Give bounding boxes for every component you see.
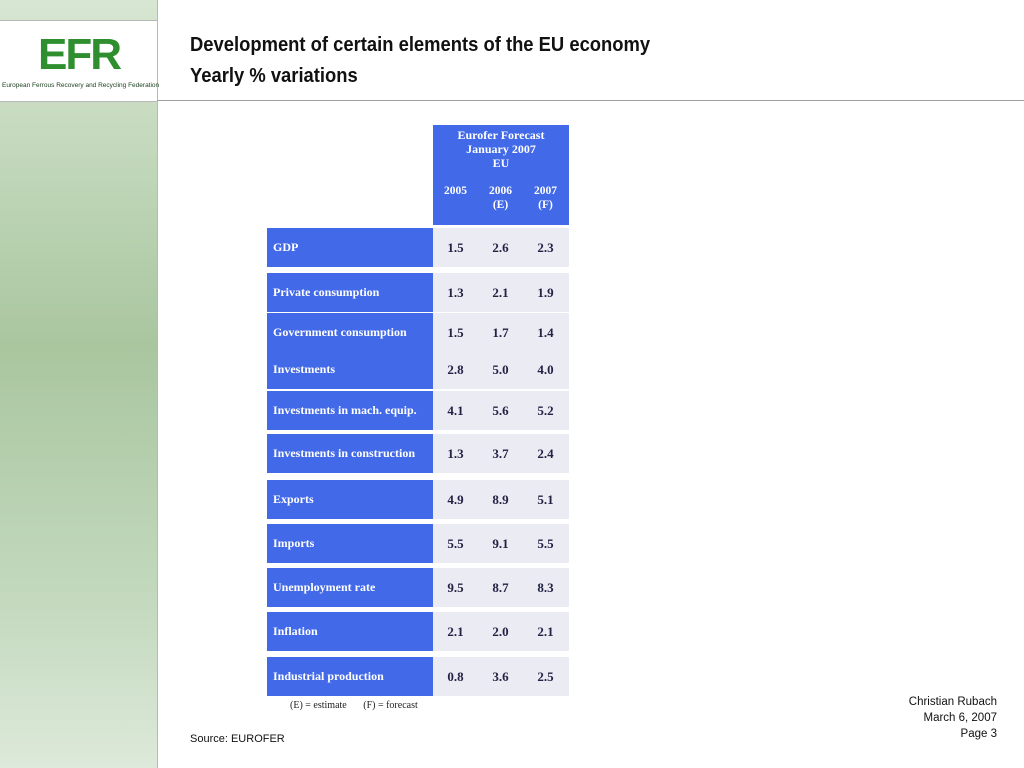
header-title-line-2: January 2007 <box>466 142 536 156</box>
row-label: Inflation <box>267 612 433 651</box>
table-legend: (E) = estimate (F) = forecast <box>290 700 432 711</box>
value-2005: 4.1 <box>447 402 464 418</box>
row-label: Investments in mach. equip. <box>267 391 433 430</box>
value-2005: 2.8 <box>447 361 464 377</box>
year-header-2007-note: (F) <box>538 199 553 211</box>
value-2007: 5.5 <box>537 535 554 551</box>
table-row: Government consumption 1.5 1.7 1.4 <box>267 313 569 352</box>
value-2005: 2.1 <box>447 623 464 639</box>
row-label: Investments <box>267 350 433 389</box>
value-2005: 4.9 <box>447 491 464 507</box>
row-values: 1.3 3.7 2.4 <box>433 434 569 473</box>
table-row: Inflation 2.1 2.0 2.1 <box>267 612 569 651</box>
value-2005: 1.5 <box>447 239 464 255</box>
row-label: Government consumption <box>267 313 433 352</box>
footer-date: March 6, 2007 <box>923 712 997 724</box>
value-2006: 5.0 <box>492 361 509 377</box>
table-header: Eurofer Forecast January 2007 EU 2005 20… <box>433 125 569 225</box>
value-2007: 8.3 <box>537 579 554 595</box>
table-row: Investments in construction 1.3 3.7 2.4 <box>267 434 569 473</box>
header-divider <box>157 100 1024 101</box>
row-label: Exports <box>267 480 433 519</box>
slide-title-line-1: Development of certain elements of the E… <box>190 34 651 56</box>
value-2005: 9.5 <box>447 579 464 595</box>
value-2007: 2.3 <box>537 239 554 255</box>
row-values: 0.8 3.6 2.5 <box>433 657 569 696</box>
year-header-2006-year: 2006 <box>489 185 512 197</box>
value-2006: 2.6 <box>492 239 509 255</box>
efr-logo-mark: EFR <box>38 30 122 79</box>
row-values: 5.5 9.1 5.5 <box>433 524 569 563</box>
value-2007: 2.1 <box>537 623 554 639</box>
footer-page: Page 3 <box>960 728 997 740</box>
value-2006: 2.0 <box>492 623 509 639</box>
row-label: Industrial production <box>267 657 433 696</box>
table-row: Private consumption 1.3 2.1 1.9 <box>267 273 569 312</box>
value-2006: 9.1 <box>492 535 509 551</box>
slide-footer: Christian Rubach March 6, 2007 Page 3 <box>909 694 997 742</box>
value-2006: 3.7 <box>492 445 509 461</box>
year-header-2007: 2007 (F) <box>523 184 568 212</box>
header-title-line-1: Eurofer Forecast <box>457 128 545 142</box>
year-header-2006: 2006 (E) <box>478 184 523 212</box>
value-2006: 1.7 <box>492 324 509 340</box>
sidebar-gradient <box>0 0 158 768</box>
row-values: 1.3 2.1 1.9 <box>433 273 569 312</box>
row-label: Investments in construction <box>267 434 433 473</box>
value-2006: 2.1 <box>492 284 509 300</box>
value-2005: 1.5 <box>447 324 464 340</box>
row-values: 4.1 5.6 5.2 <box>433 391 569 430</box>
table-row: Industrial production 0.8 3.6 2.5 <box>267 657 569 696</box>
value-2007: 2.5 <box>537 668 554 684</box>
row-values: 4.9 8.9 5.1 <box>433 480 569 519</box>
year-header-2007-year: 2007 <box>534 185 557 197</box>
row-values: 2.1 2.0 2.1 <box>433 612 569 651</box>
logo: EFR European Ferrous Recovery and Recycl… <box>0 20 160 102</box>
value-2007: 1.4 <box>537 324 554 340</box>
table-row: Investments in mach. equip. 4.1 5.6 5.2 <box>267 391 569 430</box>
year-header-2006-note: (E) <box>492 199 509 211</box>
row-values: 2.8 5.0 4.0 <box>433 350 569 389</box>
row-label: Unemployment rate <box>267 568 433 607</box>
table-row: Unemployment rate 9.5 8.7 8.3 <box>267 568 569 607</box>
value-2007: 1.9 <box>537 284 554 300</box>
row-label: Imports <box>267 524 433 563</box>
header-title: Eurofer Forecast January 2007 EU <box>433 128 569 170</box>
value-2007: 2.4 <box>537 445 554 461</box>
value-2006: 3.6 <box>492 668 509 684</box>
footer-author: Christian Rubach <box>908 696 997 708</box>
value-2007: 5.2 <box>537 402 554 418</box>
value-2005: 5.5 <box>447 535 464 551</box>
value-2005: 1.3 <box>447 284 464 300</box>
table-row: GDP 1.5 2.6 2.3 <box>267 228 569 267</box>
row-values: 1.5 2.6 2.3 <box>433 228 569 267</box>
slide-title-line-2: Yearly % variations <box>190 65 358 87</box>
header-title-line-3: EU <box>492 156 510 170</box>
value-2006: 5.6 <box>492 402 509 418</box>
row-values: 9.5 8.7 8.3 <box>433 568 569 607</box>
row-label: GDP <box>267 228 433 267</box>
year-header-2005-year: 2005 <box>444 185 467 197</box>
year-header-2005: 2005 <box>433 184 478 198</box>
table-row: Investments 2.8 5.0 4.0 <box>267 350 569 389</box>
slide-title: Development of certain elements of the E… <box>190 30 690 92</box>
logo-caption: European Ferrous Recovery and Recycling … <box>2 82 160 89</box>
value-2005: 1.3 <box>447 445 464 461</box>
source-note: Source: EUROFER <box>190 733 285 745</box>
value-2005: 0.8 <box>447 668 464 684</box>
value-2006: 8.9 <box>492 491 509 507</box>
value-2006: 8.7 <box>492 579 509 595</box>
legend-estimate: (E) = estimate <box>290 700 347 711</box>
row-values: 1.5 1.7 1.4 <box>433 313 569 352</box>
legend-forecast: (F) = forecast <box>363 700 418 711</box>
row-label: Private consumption <box>267 273 433 312</box>
table-row: Exports 4.9 8.9 5.1 <box>267 480 569 519</box>
value-2007: 5.1 <box>537 491 554 507</box>
value-2007: 4.0 <box>537 361 554 377</box>
table-row: Imports 5.5 9.1 5.5 <box>267 524 569 563</box>
